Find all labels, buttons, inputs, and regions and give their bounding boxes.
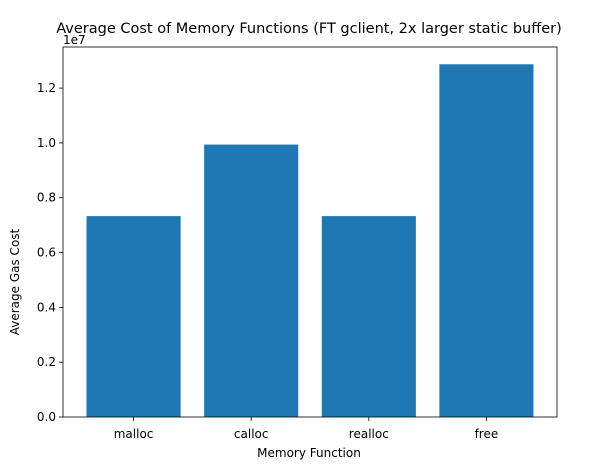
y-tick-label: 0.0 — [37, 410, 56, 424]
y-tick-label: 1.0 — [37, 136, 56, 150]
axes-frame — [62, 46, 558, 418]
y-tick-label: 0.2 — [37, 355, 56, 369]
y-tick-label: 0.6 — [37, 246, 56, 260]
y-tick-label: 0.8 — [37, 191, 56, 205]
y-tick-label: 0.4 — [37, 300, 56, 314]
y-offset-label: 1e7 — [63, 33, 86, 47]
bar-free — [439, 64, 534, 418]
bar-calloc — [204, 144, 299, 417]
x-axis-label: Memory Function — [257, 446, 361, 460]
x-tick-label: calloc — [234, 427, 269, 441]
chart-title: Average Cost of Memory Functions (FT gcl… — [56, 21, 562, 37]
x-tick-label: realloc — [349, 427, 389, 441]
x-tick-label: malloc — [114, 427, 154, 441]
bar-realloc — [321, 216, 416, 417]
y-tick-label: 1.2 — [37, 81, 56, 95]
y-axis-label: Average Gas Cost — [8, 228, 22, 335]
x-tick-label: free — [475, 427, 499, 441]
bar-malloc — [86, 216, 181, 417]
plot-area: malloc calloc realloc free 0.0 0.2 0.4 0.6 0.8 1.… — [37, 46, 558, 441]
